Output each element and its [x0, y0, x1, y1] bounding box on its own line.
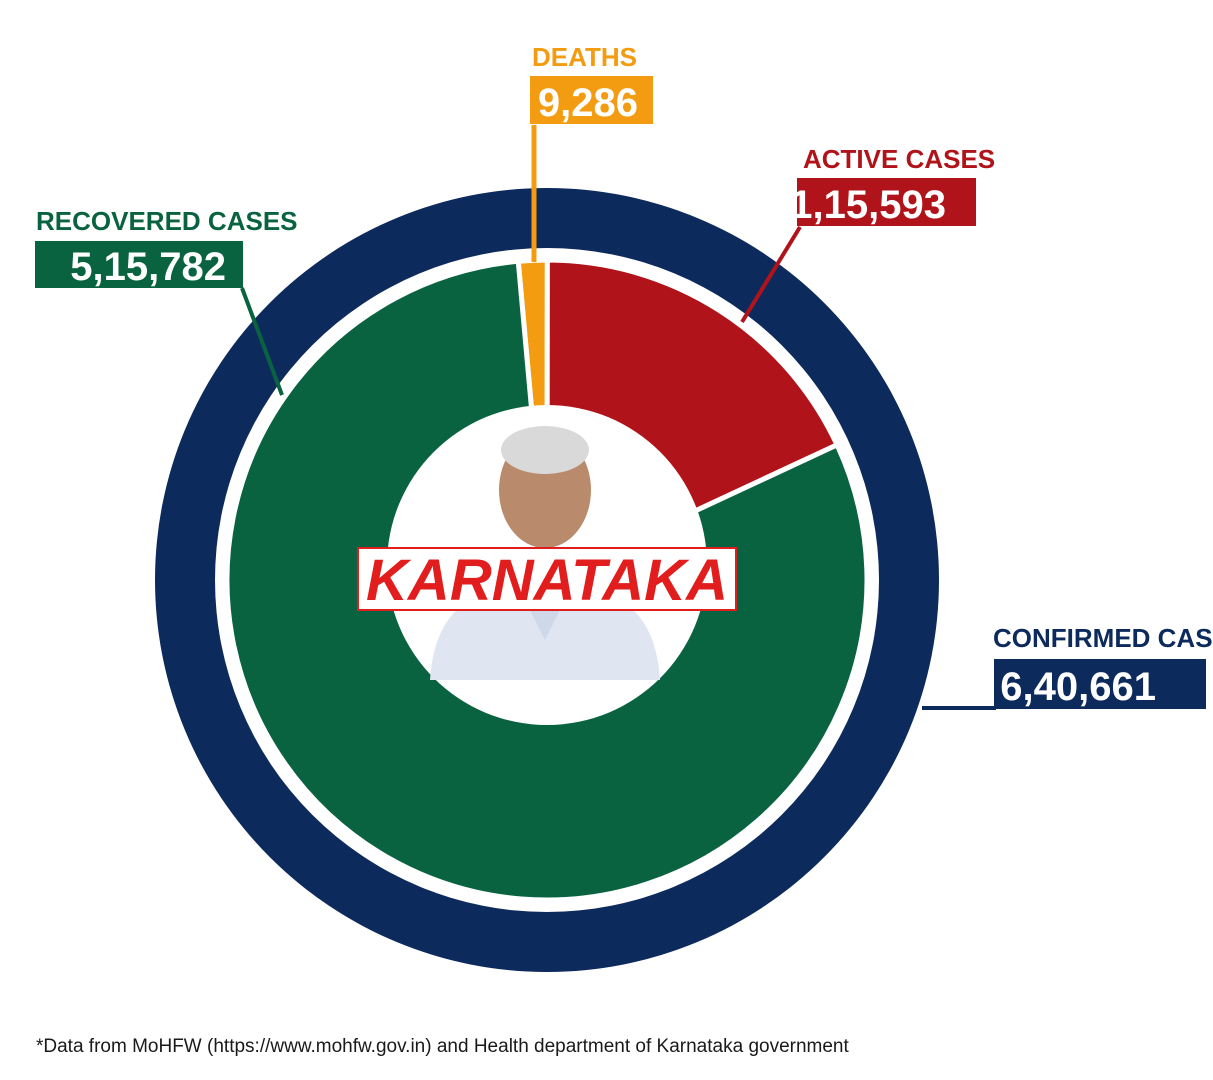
deaths-value-box: [530, 76, 653, 124]
active-value: 1,15,593: [790, 183, 946, 227]
source-footnote: *Data from MoHFW (https://www.mohfw.gov.…: [36, 1036, 849, 1057]
deaths-title: DEATHS: [532, 42, 637, 72]
confirmed-value-box: [994, 659, 1206, 709]
confirmed-value: 6,40,661: [1000, 665, 1156, 709]
active-leader: [740, 225, 802, 324]
deaths-value: 9,286: [538, 81, 638, 125]
active-value-box: [797, 178, 976, 226]
active-title: ACTIVE CASES: [803, 144, 995, 174]
center-label-box: [357, 547, 737, 611]
recovered-value: 5,15,782: [70, 245, 226, 289]
recovered-leader: [240, 287, 284, 396]
recovered-title: RECOVERED CASES: [36, 206, 298, 236]
recovered-value-box: [35, 241, 243, 288]
confirmed-title: CONFIRMED CASES: [993, 623, 1213, 653]
center-label: KARNATAKA: [366, 548, 728, 613]
